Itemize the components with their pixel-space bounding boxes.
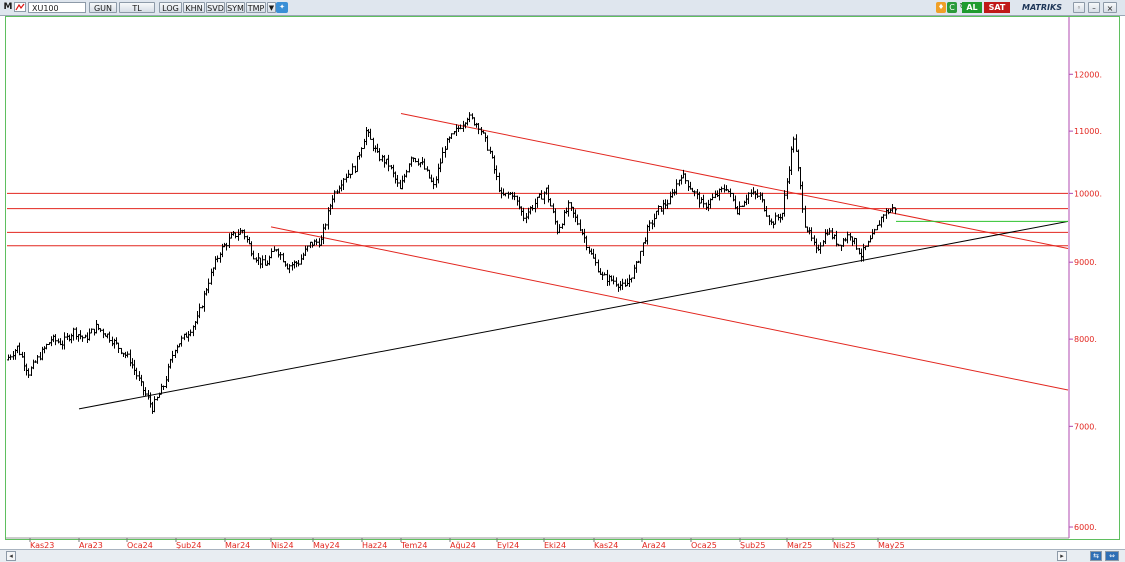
y-tick-label: 10000. [1074, 189, 1102, 198]
scroll-left-button[interactable]: ◂ [6, 551, 16, 561]
x-tick-label: Nis25 [833, 541, 856, 549]
y-tick-label: 11000. [1074, 127, 1102, 136]
x-tick-label: Şub25 [740, 541, 765, 549]
sym-button[interactable]: SYM [226, 2, 245, 13]
y-tick-label: 8000. [1074, 335, 1097, 344]
x-tick-label: Ara24 [642, 541, 666, 549]
window-button-1[interactable]: ◦ [1073, 2, 1085, 13]
chart-type-icon[interactable] [13, 2, 27, 13]
sell-button[interactable]: SAT [984, 2, 1010, 13]
trend-red-line[interactable] [400, 113, 1069, 250]
chart-toolbar: M XU100 GUN TL LOG KHN SVD SYM TMP ▼ ✦ ♦… [0, 0, 1125, 16]
symbol-field[interactable]: XU100 [28, 2, 86, 13]
x-tick-label: May25 [878, 541, 905, 549]
y-tick-label: 9000. [1074, 258, 1097, 267]
brand-label: MATRIKS [1022, 3, 1062, 12]
buy-button[interactable]: AL [962, 2, 982, 13]
scroll-right-button[interactable]: ▸ [1057, 551, 1067, 561]
x-tick-label: Nis24 [271, 541, 294, 549]
period-button[interactable]: GUN [89, 2, 117, 13]
x-tick-label: Şub24 [176, 541, 201, 549]
scroll-bar[interactable]: ◂ ▸ ⇆ ⇔ [0, 549, 1125, 562]
y-tick-label: 6000. [1074, 523, 1097, 532]
x-tick-label: Oca24 [127, 541, 153, 549]
x-tick-label: Eki24 [544, 541, 566, 549]
y-tick-label: 7000. [1074, 422, 1097, 431]
x-tick-label: Kas24 [594, 541, 618, 549]
x-tick-label: Tem24 [400, 541, 427, 549]
x-tick-label: Ara23 [79, 541, 103, 549]
x-tick-label: Oca25 [691, 541, 717, 549]
svd-button[interactable]: SVD [206, 2, 225, 13]
x-tick-label: Mar24 [225, 541, 250, 549]
x-tick-label: Haz24 [362, 541, 387, 549]
chart-frame [5, 16, 1120, 540]
x-tick-label: May24 [313, 541, 340, 549]
trend-red-line[interactable] [270, 226, 1069, 391]
fit-icon[interactable]: ⇔ [1105, 551, 1119, 561]
currency-button[interactable]: TL [119, 2, 155, 13]
minimize-button[interactable]: – [1088, 2, 1100, 13]
tmp-button[interactable]: TMP [246, 2, 266, 13]
lock-icon[interactable]: ♦ [936, 2, 946, 13]
bird-icon[interactable]: ✦ [276, 2, 288, 13]
zoom-icon[interactable]: ⇆ [1090, 551, 1102, 561]
refresh-icon[interactable]: C [947, 2, 957, 13]
x-tick-label: Eyl24 [497, 541, 519, 549]
khn-button[interactable]: KHN [183, 2, 205, 13]
app-logo: M [3, 2, 13, 12]
x-tick-label: Ağu24 [450, 541, 476, 549]
y-tick-label: 12000. [1074, 70, 1102, 79]
x-tick-label: Mar25 [787, 541, 812, 549]
log-button[interactable]: LOG [159, 2, 182, 13]
x-tick-label: Kas23 [30, 541, 54, 549]
price-chart[interactable]: 12000. 11000. 10000. 9000. 8000. 7000. 6000. K… [0, 0, 1125, 549]
dropdown-arrow-icon[interactable]: ▼ [267, 2, 276, 13]
trend-black-line[interactable] [78, 220, 1069, 410]
close-button[interactable]: × [1103, 2, 1117, 13]
